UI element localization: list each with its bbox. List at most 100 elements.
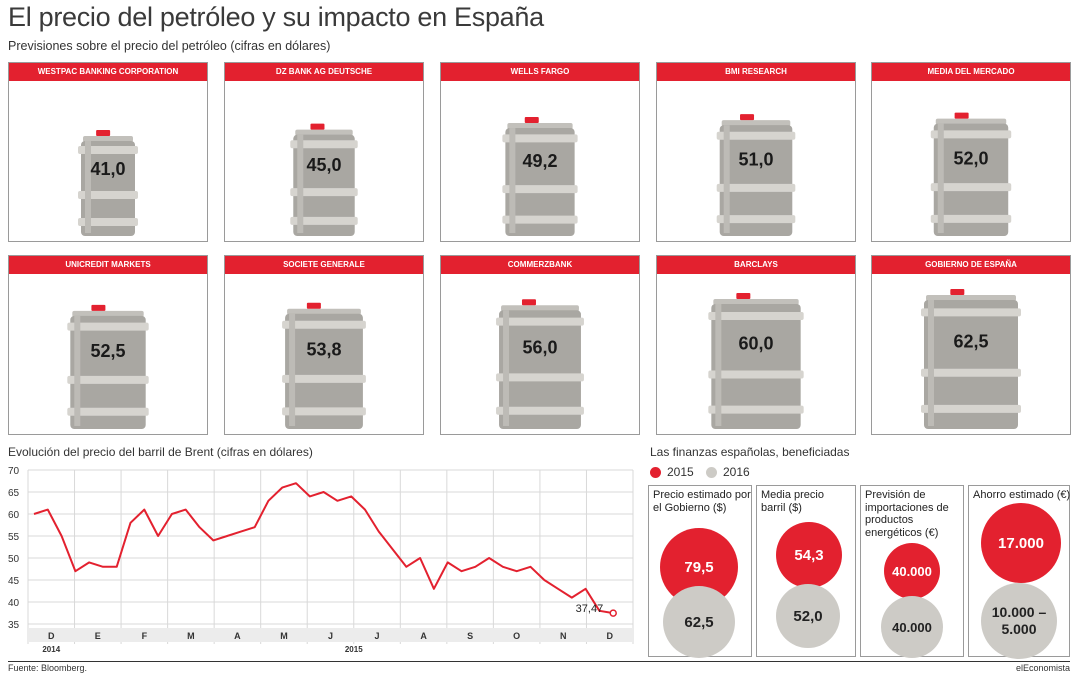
barrel-icon: 60,0 xyxy=(708,292,804,429)
barrel-value-label: 60,0 xyxy=(738,334,773,354)
y-tick-label: 65 xyxy=(8,488,20,499)
barrel-cap xyxy=(950,289,965,295)
forecast-card: DZ BANK AG DEUTSCHE 45,0 xyxy=(224,62,424,242)
month-label: M xyxy=(280,631,288,641)
month-label: A xyxy=(420,631,427,641)
barrel-cap xyxy=(740,114,755,121)
y-tick-label: 70 xyxy=(8,466,20,477)
forecast-card: COMMERZBANK 56,0 xyxy=(440,255,640,435)
barrel-value-label: 41,0 xyxy=(90,159,125,179)
barrel-cap xyxy=(96,130,111,136)
barrel-band xyxy=(708,370,804,379)
barrel-icon: 51,0 xyxy=(716,114,796,236)
legend-2015-dot xyxy=(650,466,661,478)
barrel-icon: 52,0 xyxy=(930,112,1012,236)
barrel-highlight xyxy=(503,310,510,426)
barrel-lid xyxy=(295,129,353,136)
barrel-value-label: 45,0 xyxy=(306,155,341,175)
barrel-band xyxy=(290,188,358,197)
barrel-band xyxy=(78,191,138,199)
barrel-lid xyxy=(501,305,579,312)
finance-card-label: Precio estimado por el Gobierno ($) xyxy=(653,489,751,514)
month-label: F xyxy=(142,631,148,641)
barrel-lid xyxy=(507,123,573,130)
barrel-body xyxy=(505,128,575,236)
finance-card-label: Media precio barril ($) xyxy=(761,489,824,514)
barrel-value-label: 62,5 xyxy=(953,331,988,351)
barrel-lid xyxy=(287,308,361,315)
forecast-card: SOCIETE GENERALE 53,8 xyxy=(224,255,424,435)
forecast-source-label: WESTPAC BANKING CORPORATION xyxy=(9,63,207,81)
value-2016-circle: 40.000 xyxy=(881,596,943,658)
barrel-highlight xyxy=(509,128,516,233)
finance-card-label: Previsión de importaciones de productos … xyxy=(865,489,949,539)
month-band xyxy=(28,628,633,642)
barrel-band xyxy=(290,140,358,149)
forecast-source-label: SOCIETE GENERALE xyxy=(225,256,423,274)
month-label: A xyxy=(234,631,241,641)
barrel-band xyxy=(502,215,578,224)
month-label: J xyxy=(328,631,333,641)
barrel-band xyxy=(496,406,584,415)
year-label-2015: 2015 xyxy=(345,645,363,654)
forecast-card: BARCLAYS 60,0 xyxy=(656,255,856,435)
barrel-icon: 53,8 xyxy=(282,302,366,429)
value-2015-circle: 54,3 xyxy=(776,522,842,588)
barrel-band xyxy=(290,216,358,225)
brent-line-chart: 70 65 60 55 50 45 40 35 D E F M A M J J A S O N D 2014 2015 37,… xyxy=(8,462,638,658)
barrel-value-label: 52,0 xyxy=(953,148,988,168)
barrel-icon: 52,5 xyxy=(67,304,149,429)
barrel-band xyxy=(78,146,138,154)
finances-title: Las finanzas españolas, beneficiadas xyxy=(650,445,850,459)
y-tick-label: 40 xyxy=(8,598,20,609)
barrel-band xyxy=(716,183,796,192)
y-tick-label: 35 xyxy=(8,620,20,631)
barrel-band xyxy=(67,375,149,384)
value-2016-circle: 10.000 –5.000 xyxy=(981,583,1057,659)
barrel-lid xyxy=(713,298,799,305)
barrel-band xyxy=(921,368,1021,377)
forecast-card: WELLS FARGO 49,2 xyxy=(440,62,640,242)
month-label: J xyxy=(375,631,380,641)
barrel-value-label: 52,5 xyxy=(90,341,125,361)
footer-source: Fuente: Bloomberg. xyxy=(8,663,88,673)
forecast-source-label: UNICREDIT MARKETS xyxy=(9,256,207,274)
y-tick-label: 55 xyxy=(8,532,20,543)
barrel-cap xyxy=(310,123,325,130)
forecast-source-label: BARCLAYS xyxy=(657,256,855,274)
barrel-cap xyxy=(736,292,751,299)
barrel-cap xyxy=(306,302,321,309)
barrel-band xyxy=(708,311,804,320)
legend-2016: 2016 xyxy=(706,465,750,479)
barrel-icon: 49,2 xyxy=(502,117,578,236)
forecast-source-label: GOBIERNO DE ESPAÑA xyxy=(872,256,1070,274)
barrel-highlight xyxy=(928,300,934,426)
barrel-highlight xyxy=(74,315,81,426)
legend-2015-label: 2015 xyxy=(667,465,694,479)
barrel-cap xyxy=(524,117,539,124)
barrel-lid xyxy=(935,118,1007,125)
month-label: O xyxy=(513,631,520,641)
y-tick-label: 50 xyxy=(8,554,20,565)
value-2016-circle: 52,0 xyxy=(776,584,840,648)
barrel-band xyxy=(930,214,1012,223)
barrel-highlight xyxy=(715,303,722,426)
barrel-band xyxy=(282,320,366,329)
forecast-card: WESTPAC BANKING CORPORATION 41,0 xyxy=(8,62,208,242)
month-label: D xyxy=(606,631,613,641)
barrel-cap xyxy=(91,304,106,311)
forecast-source-label: DZ BANK AG DEUTSCHE xyxy=(225,63,423,81)
barrel-highlight xyxy=(297,134,304,233)
forecast-source-label: MEDIA DEL MERCADO xyxy=(872,63,1070,81)
forecast-source-label: COMMERZBANK xyxy=(441,256,639,274)
barrel-highlight xyxy=(85,141,91,233)
barrel-icon: 45,0 xyxy=(290,123,358,236)
barrel-body xyxy=(81,141,135,236)
forecast-card: MEDIA DEL MERCADO 52,0 xyxy=(871,62,1071,242)
month-label: M xyxy=(187,631,195,641)
barrel-lid xyxy=(72,310,144,317)
barrel-body xyxy=(293,134,355,236)
month-label: S xyxy=(467,631,473,641)
barrel-band xyxy=(496,373,584,382)
barrel-band xyxy=(708,405,804,414)
